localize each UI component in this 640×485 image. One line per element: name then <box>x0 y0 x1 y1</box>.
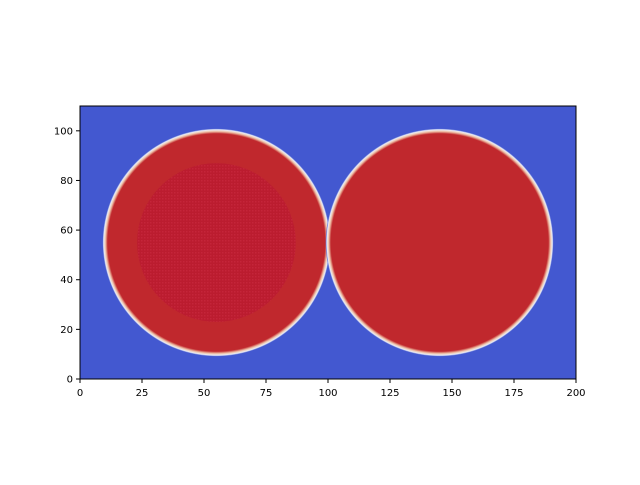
y-tick-label: 0 <box>67 375 73 386</box>
y-tick-label: 40 <box>60 275 73 286</box>
y-tick-label: 80 <box>60 176 73 187</box>
y-tick-label: 100 <box>54 126 73 137</box>
x-tick-label: 100 <box>318 388 337 399</box>
heatmap-region-2 <box>137 163 296 322</box>
x-tick-label: 25 <box>136 388 149 399</box>
x-tick-label: 125 <box>380 388 399 399</box>
heatmap-region-3 <box>325 128 554 357</box>
x-tick-label: 50 <box>198 388 211 399</box>
plot-area <box>80 106 576 379</box>
axes: 0 25 50 75 100 125 150 175 200 0 20 40 60 80 100 <box>54 105 586 399</box>
x-tick-label: 175 <box>504 388 523 399</box>
x-tick-label: 0 <box>77 388 83 399</box>
x-tick-label: 75 <box>260 388 273 399</box>
x-tick-label: 200 <box>566 388 585 399</box>
heatmap-field <box>80 106 576 379</box>
x-tick-label: 150 <box>442 388 461 399</box>
y-tick-label: 60 <box>60 226 73 237</box>
y-tick-label: 20 <box>60 325 73 336</box>
